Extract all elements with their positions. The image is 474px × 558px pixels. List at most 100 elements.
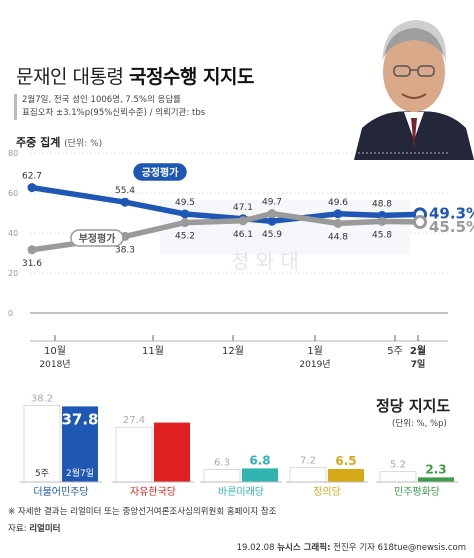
bar-current-value: 6.5 [335, 454, 356, 468]
x-tick-sublabel: 2018년 [39, 359, 70, 370]
series-name-bg [70, 229, 124, 247]
data-label: 31.6 [22, 259, 42, 269]
bar-current-value: 29.7 [153, 427, 190, 445]
legend-current-label: 2월7일 [66, 467, 94, 479]
data-label: 38.3 [115, 245, 135, 255]
data-label: 48.8 [372, 199, 392, 209]
party-label: 민주평화당 [394, 486, 440, 498]
data-label: 44.8 [328, 232, 348, 242]
background-band [160, 200, 410, 255]
series-name: 긍정평가 [142, 166, 180, 179]
credit-author: 전진우 기자 618tue@newsis.com [333, 543, 466, 553]
data-label: 47.1 [233, 203, 253, 213]
party-label: 바른미래당 [218, 486, 264, 498]
bar-current [242, 468, 278, 482]
series-name-tag-1: 부정평가 [70, 229, 124, 247]
series-name-tag-0: 긍정평가 [133, 163, 187, 181]
series-1-point [238, 216, 248, 226]
data-label: 49.6 [328, 198, 348, 208]
x-tick-label: 2월 [410, 345, 426, 357]
party-chart-unit: (단위: %, %p) [392, 419, 447, 429]
source-label: 자료: [8, 524, 30, 534]
series-name: 부정평가 [79, 232, 117, 245]
party-label: 정의당 [313, 486, 341, 498]
credit-agency: 뉴시스 그래픽: [277, 543, 331, 553]
bar-current [418, 477, 454, 482]
data-label: 45.5% [429, 218, 474, 236]
data-label: 62.7 [22, 172, 42, 182]
line-x-tick-labels: 10월 2018년 11월 12월 1월 2019년 5주 2월7일 [30, 335, 448, 370]
party-bar-chart: 38.2 37.8 더불어민주당 27.4 29.7 자유한국당 6.3 6.8 바른미래당 7.… [20, 394, 458, 498]
footnote: ※ 자세한 결과는 리얼미터 또는 중앙선거여론조사심의위원회 홈페이지 참조 [8, 507, 277, 517]
data-label: 49.3% [429, 204, 474, 222]
bar-prev-value: 27.4 [123, 415, 145, 426]
survey-info-line2: 표집오차 ±3.1%p(95%신뢰수준) / 의뢰기관: tbs [22, 108, 206, 118]
title-highlight: 국정수행 지지도 [128, 66, 254, 88]
series-1-point [413, 215, 427, 229]
x-tick-sublabel: 7일 [411, 358, 426, 370]
y-tick-label: 20 [8, 269, 18, 278]
survey-info: 2월7일, 전국 성인 1006명, 7.5%의 응답률 표집오차 ±3.1%p… [14, 94, 322, 120]
x-tick-label: 1월 [307, 345, 323, 357]
bar-prev-value: 7.2 [300, 456, 316, 467]
bar-current-value: 2.3 [425, 462, 446, 476]
party-label: 더불어민주당 [33, 486, 88, 498]
x-tick-label: 5주 [387, 346, 403, 357]
approval-line-chart: 0 20 40 60 80 청 와 대 62.7 55.4 49.5 47.1 45.9 49.6… [8, 149, 474, 370]
data-label: 49.7 [262, 198, 282, 208]
series-name-bg [133, 163, 187, 181]
bar-current [62, 406, 98, 482]
line-y-tick-labels: 0 20 40 60 80 [8, 149, 18, 318]
y-tick-label: 80 [8, 149, 18, 158]
data-label: 46.1 [233, 230, 253, 240]
source-name: 리얼미터 [29, 524, 61, 534]
weekly-unit: (단위: %) [64, 139, 103, 149]
bar-prev [289, 467, 327, 483]
bar-current [154, 422, 190, 482]
party-chart-title: 정당 지지도 [376, 397, 451, 415]
data-label: 45.2 [175, 232, 195, 242]
data-label: 49.5 [175, 198, 195, 208]
president-portrait [354, 0, 474, 160]
legend-prev-label: 5주 [35, 468, 49, 479]
series-1-point [27, 245, 37, 255]
series-1-point [267, 209, 277, 219]
line-series-group: 62.7 55.4 49.5 47.1 45.9 49.6 48.8 49.3% 긍정평가 31.… [22, 163, 474, 269]
title-prefix: 문재인 대통령 [16, 66, 129, 88]
bar-prev-value: 5.2 [390, 460, 406, 471]
data-label: 45.8 [372, 230, 392, 240]
bar-current-value: 37.8 [61, 410, 98, 428]
series-0-point [120, 197, 130, 207]
y-tick-label: 40 [8, 229, 18, 238]
y-tick-label: 0 [8, 309, 13, 318]
series-line-1 [29, 210, 423, 253]
data-label: 55.4 [115, 186, 135, 196]
bar-prev-value: 38.2 [31, 394, 53, 405]
y-tick-label: 60 [8, 189, 18, 198]
series-1-point [377, 216, 387, 226]
watermark-text: 청 와 대 [231, 249, 299, 273]
party-label: 자유한국당 [130, 486, 176, 498]
series-0-point [267, 216, 277, 226]
bar-prev [115, 426, 153, 483]
series-1-point [180, 218, 190, 228]
series-0-point [27, 183, 37, 193]
bar-group: 38.2 37.8 더불어민주당 27.4 29.7 자유한국당 6.3 6.8 바른미래당 7.… [20, 394, 458, 498]
weekly-label: 주중 집계 (단위: %) [16, 134, 102, 150]
bar-prev [23, 405, 61, 483]
bar-prev [203, 468, 241, 483]
source-line: 자료: 리얼미터 [8, 522, 61, 534]
bar-current [328, 469, 364, 482]
page-title: 문재인 대통령 국정수행 지지도 [16, 62, 254, 89]
x-tick-label: 11월 [142, 345, 164, 357]
series-0-point [333, 209, 343, 219]
series-1-point [333, 218, 343, 228]
bar-prev-value: 6.3 [214, 457, 230, 468]
credit-line: 19.02.08 뉴시스 그래픽: 전진우 기자 618tue@newsis.c… [237, 541, 466, 553]
credit-date: 19.02.08 [236, 543, 275, 553]
weekly-label-text: 주중 집계 [16, 136, 61, 149]
x-tick-sublabel: 2019년 [299, 359, 330, 370]
survey-info-line1: 2월7일, 전국 성인 1006명, 7.5%의 응답률 [22, 95, 181, 105]
bar-prev [379, 471, 417, 483]
